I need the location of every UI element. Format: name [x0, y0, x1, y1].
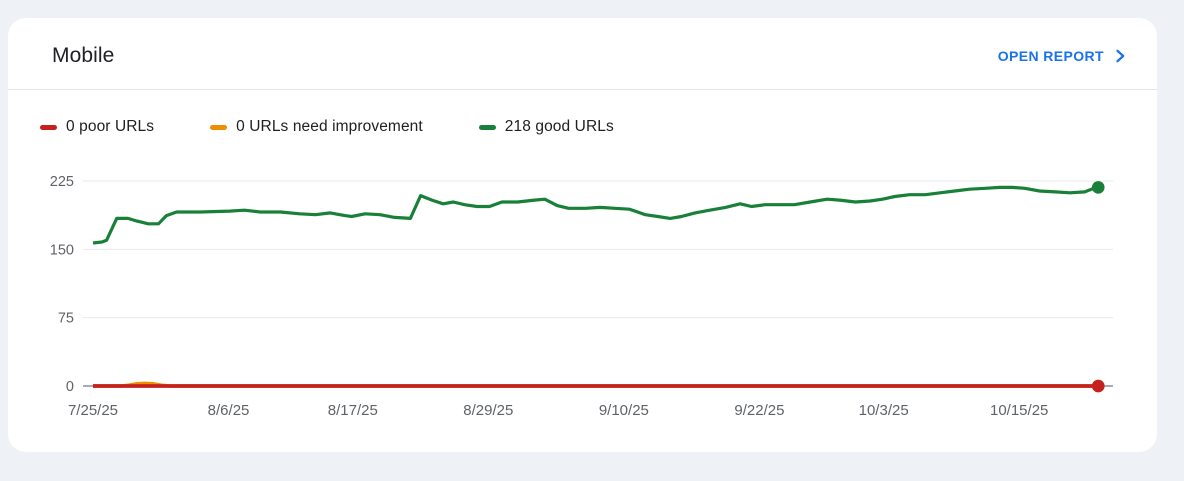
legend-item-poor[interactable]: 0 poor URLs [40, 118, 154, 136]
chart-legend: 0 poor URLs 0 URLs need improvement 218 … [40, 118, 1157, 136]
good-series-marker-icon [478, 124, 496, 130]
y-tick-label-75: 75 [58, 311, 74, 327]
y-tick-label-150: 150 [50, 242, 74, 258]
x-tick-label-3: 8/29/25 [463, 402, 513, 419]
x-tick-label-7: 10/15/25 [990, 402, 1048, 419]
x-tick-label-0: 7/25/25 [68, 402, 118, 419]
x-tick-label-1: 8/6/25 [208, 402, 250, 419]
y-tick-label-0: 0 [66, 379, 74, 395]
needs-improvement-series-marker-icon [210, 124, 228, 130]
open-report-label: OPEN REPORT [997, 47, 1104, 64]
page-title: Mobile [52, 43, 115, 67]
open-report-link[interactable]: OPEN REPORT [998, 48, 1127, 64]
chart-area[interactable]: 0 75 150 225 7/25/25 8/6/25 8/17/25 8/29/25 9/10… [8, 138, 1157, 452]
x-tick-label-5: 9/22/25 [734, 402, 784, 419]
card-header: Mobile OPEN REPORT [8, 18, 1157, 90]
legend-item-good[interactable]: 218 good URLs [478, 118, 614, 136]
end-dot-poor-URLs [1091, 379, 1105, 393]
poor-series-marker-icon [40, 124, 57, 130]
legend-label-good: 218 good URLs [504, 118, 614, 135]
series-line-good-URLs [92, 185, 1099, 245]
x-tick-label-6: 10/3/25 [859, 402, 909, 419]
cwv-trend-chart: 0 75 150 225 7/25/25 8/6/25 8/17/25 8/29/25 9/10… [50, 174, 1113, 419]
x-tick-label-2: 8/17/25 [328, 402, 378, 419]
y-tick-label-225: 225 [50, 174, 74, 190]
mobile-core-web-vitals-card: Mobile OPEN REPORT 0 poor URLs 0 URLs ne… [8, 18, 1157, 452]
legend-label-poor: 0 poor URLs [66, 118, 155, 135]
chevron-right-icon [1113, 49, 1127, 63]
legend-item-needs-improvement[interactable]: 0 URLs need improvement [210, 118, 423, 136]
legend-label-needs-improvement: 0 URLs need improvement [236, 118, 423, 135]
end-dot-good-URLs [1091, 181, 1105, 194]
x-tick-label-4: 9/10/25 [599, 402, 649, 419]
